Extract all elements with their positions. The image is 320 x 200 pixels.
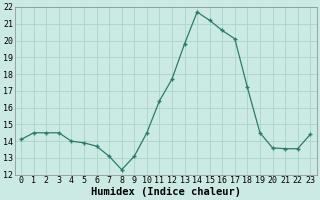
X-axis label: Humidex (Indice chaleur): Humidex (Indice chaleur) [91, 186, 241, 197]
